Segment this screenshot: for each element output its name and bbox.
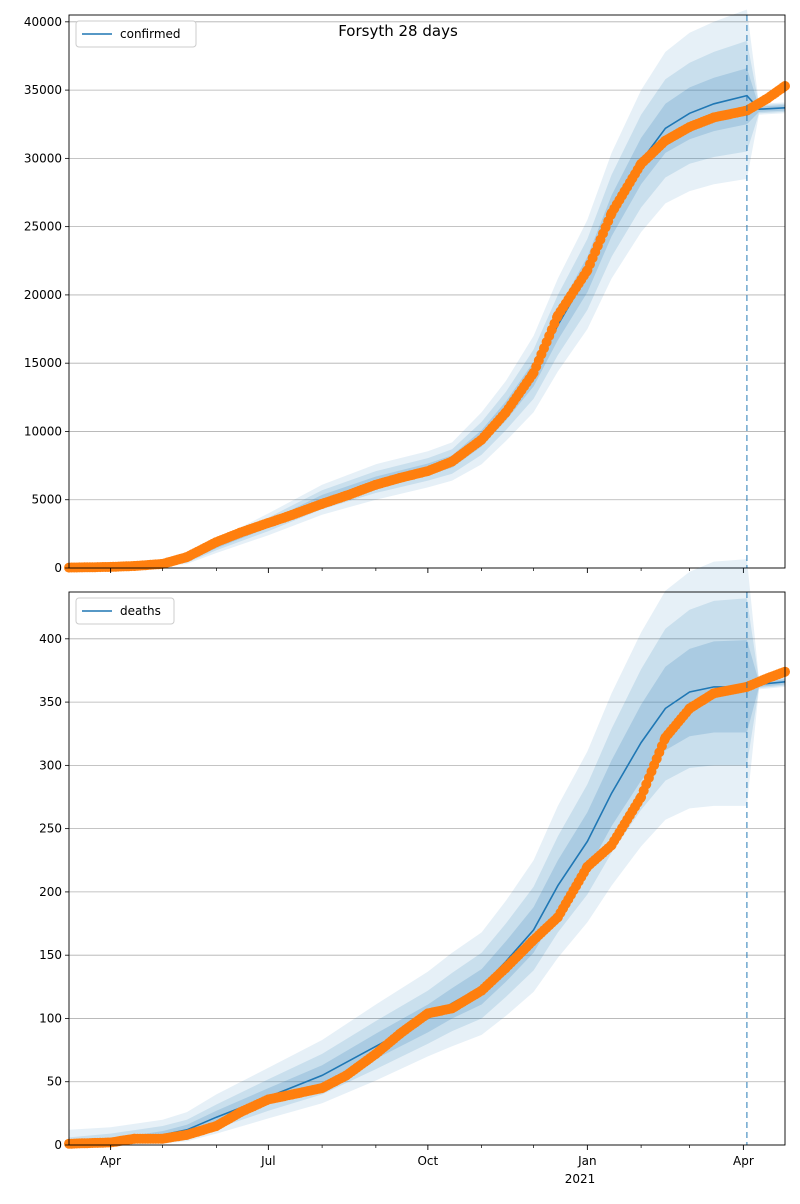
confirmed-y-tick-label: 5000 xyxy=(31,493,62,507)
confirmed-legend: confirmed xyxy=(75,20,197,48)
confirmed-y-tick-label: 10000 xyxy=(24,424,62,438)
deaths-legend-box xyxy=(75,597,175,625)
deaths-y-tick-label: 150 xyxy=(39,948,62,962)
x-tick-label: Apr xyxy=(733,1154,754,1168)
confirmed-y-tick-label: 20000 xyxy=(24,288,62,302)
confirmed-band-outer xyxy=(69,9,785,568)
deaths-observed-points xyxy=(64,666,790,1149)
confirmed-y-tick-label: 40000 xyxy=(24,15,62,29)
confirmed-band-mid xyxy=(69,40,785,568)
confirmed-y-tick-label: 25000 xyxy=(24,220,62,234)
deaths-legend-label: deaths xyxy=(120,604,161,618)
deaths-y-tick-label: 250 xyxy=(39,822,62,836)
confirmed-y-tick-label: 15000 xyxy=(24,356,62,370)
x-tick-label: Jul xyxy=(260,1154,275,1168)
confirmed-y-tick-label: 0 xyxy=(54,561,62,575)
deaths-legend: deaths xyxy=(75,597,175,625)
deaths-y-tick-label: 0 xyxy=(54,1138,62,1152)
x-tick-label: Jan xyxy=(577,1154,597,1168)
x-axis-year-label: 2021 xyxy=(565,1172,596,1186)
deaths-y-tick-label: 400 xyxy=(39,632,62,646)
confirmed-legend-box xyxy=(75,20,197,48)
deaths-axes-frame xyxy=(68,591,786,1146)
x-tick-label: Apr xyxy=(100,1154,121,1168)
confirmed-y-tick-label: 30000 xyxy=(24,151,62,165)
confirmed-observed-points xyxy=(64,81,790,573)
confirmed-axes-frame xyxy=(68,14,786,569)
x-tick-label: Oct xyxy=(417,1154,438,1168)
confirmed-legend-label: confirmed xyxy=(120,27,181,41)
deaths-y-tick-label: 350 xyxy=(39,695,62,709)
deaths-axes: 0 50 100 150 200 250 300 350 400 Apr Jul Oct Jan Apr xyxy=(39,591,786,1168)
deaths-y-tick-label: 200 xyxy=(39,885,62,899)
deaths-band-outer xyxy=(69,559,785,1145)
deaths-y-tick-label: 300 xyxy=(39,758,62,772)
deaths-y-tick-label: 50 xyxy=(47,1075,62,1089)
figure-title: Forsyth 28 days xyxy=(338,22,458,40)
deaths-band-mid xyxy=(69,598,785,1145)
confirmed-panel: 0 5000 10000 15000 20000 25000 30000 35000 40000… xyxy=(24,9,790,575)
confirmed-y-tick-label: 35000 xyxy=(24,83,62,97)
confirmed-axes: 0 5000 10000 15000 20000 25000 30000 35000 40000 xyxy=(24,14,786,575)
deaths-y-tick-label: 100 xyxy=(39,1011,62,1025)
